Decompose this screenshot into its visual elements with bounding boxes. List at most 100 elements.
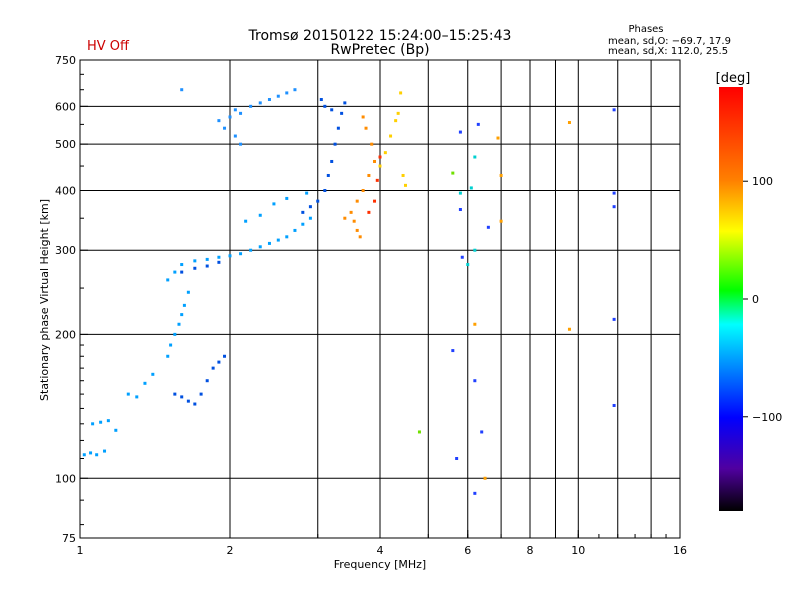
- data-point: [378, 164, 382, 168]
- data-point: [330, 159, 334, 163]
- x-tick-label: 4: [377, 544, 384, 557]
- data-point: [375, 178, 379, 182]
- x-tick-label: 10: [571, 544, 585, 557]
- y-tick-label: 75: [62, 532, 76, 545]
- data-point: [458, 130, 462, 134]
- x-tick-label: 8: [527, 544, 534, 557]
- data-point: [205, 257, 209, 261]
- data-point: [343, 216, 347, 220]
- data-point: [180, 270, 184, 274]
- data-point: [151, 372, 155, 376]
- data-point: [330, 108, 334, 112]
- x-tick-label: 1: [77, 544, 84, 557]
- data-point: [612, 317, 616, 321]
- x-tick-label: 2: [227, 544, 234, 557]
- data-point: [378, 155, 382, 159]
- chart-title-line1: Tromsø 20150122 15:24:00–15:25:43: [248, 28, 512, 44]
- data-point: [458, 208, 462, 212]
- data-point: [326, 173, 330, 177]
- data-point: [143, 381, 147, 385]
- data-point: [193, 266, 197, 270]
- data-point: [106, 419, 110, 423]
- data-point: [373, 199, 377, 203]
- data-point: [258, 101, 262, 105]
- data-point: [316, 199, 320, 203]
- data-point: [333, 142, 337, 146]
- data-point: [301, 210, 305, 214]
- data-point: [182, 303, 186, 307]
- data-point: [469, 186, 473, 190]
- data-point: [480, 430, 484, 434]
- data-point: [323, 188, 327, 192]
- data-point: [451, 349, 455, 353]
- data-point: [103, 449, 107, 453]
- data-point: [373, 159, 377, 163]
- y-tick-label: 400: [55, 184, 76, 197]
- data-point: [301, 222, 305, 226]
- data-point: [180, 88, 184, 92]
- phases-o-stats: mean, sd,O: −69.7, 17.9: [608, 36, 731, 47]
- x-tick-label: 16: [673, 544, 687, 557]
- data-point: [173, 270, 177, 274]
- y-tick-label: 600: [55, 100, 76, 113]
- colorbar-ticks: 100 0 −100: [743, 175, 782, 424]
- data-point: [285, 196, 289, 200]
- data-point: [358, 235, 362, 239]
- data-point: [233, 134, 237, 138]
- data-point: [473, 379, 477, 383]
- data-point: [239, 142, 243, 146]
- y-tick-label: 200: [55, 328, 76, 341]
- data-point: [612, 191, 616, 195]
- axes: 1 2 4 6 8 10 16 75 100 200 300 400 500 600 750: [55, 54, 687, 557]
- y-tick-label: 750: [55, 54, 76, 67]
- data-point: [217, 260, 221, 264]
- data-point: [95, 453, 99, 457]
- data-point: [305, 191, 309, 195]
- data-point: [173, 332, 177, 336]
- data-point: [223, 354, 227, 358]
- data-point: [199, 392, 203, 396]
- data-point: [567, 121, 571, 125]
- data-point: [276, 94, 280, 98]
- y-tick-label: 500: [55, 138, 76, 151]
- colorbar-tick-label: 100: [752, 175, 773, 188]
- data-point: [389, 134, 393, 138]
- data-point: [228, 115, 232, 119]
- data-point: [233, 108, 237, 112]
- data-point: [308, 216, 312, 220]
- data-point: [228, 254, 232, 258]
- data-point: [370, 142, 374, 146]
- data-point: [249, 248, 253, 252]
- colorbar: [719, 87, 743, 511]
- phases-x-stats: mean, sd,X: 112.0, 25.5: [608, 46, 728, 57]
- data-point: [567, 327, 571, 331]
- data-point: [612, 205, 616, 209]
- data-point: [99, 420, 103, 424]
- data-point: [352, 219, 356, 223]
- data-point: [367, 210, 371, 214]
- data-point: [473, 491, 477, 495]
- data-point: [499, 219, 503, 223]
- data-point: [180, 263, 184, 267]
- colorbar-tick-label: 0: [752, 293, 759, 306]
- data-point: [323, 104, 327, 108]
- data-point: [486, 225, 490, 229]
- colorbar-tick-label: −100: [752, 411, 782, 424]
- data-point: [285, 235, 289, 239]
- data-point: [293, 88, 297, 92]
- data-point: [205, 264, 209, 268]
- data-point: [180, 313, 184, 317]
- data-point: [394, 119, 398, 123]
- data-point: [355, 199, 359, 203]
- x-axis-label: Frequency [MHz]: [334, 558, 426, 571]
- data-point: [473, 248, 477, 252]
- data-point: [401, 173, 405, 177]
- data-point: [239, 111, 243, 115]
- data-point: [193, 402, 197, 406]
- y-tick-label: 300: [55, 244, 76, 257]
- data-point: [285, 91, 289, 95]
- data-point: [82, 453, 86, 457]
- x-tick-label: 6: [464, 544, 471, 557]
- data-point: [267, 241, 271, 245]
- data-point: [223, 126, 227, 130]
